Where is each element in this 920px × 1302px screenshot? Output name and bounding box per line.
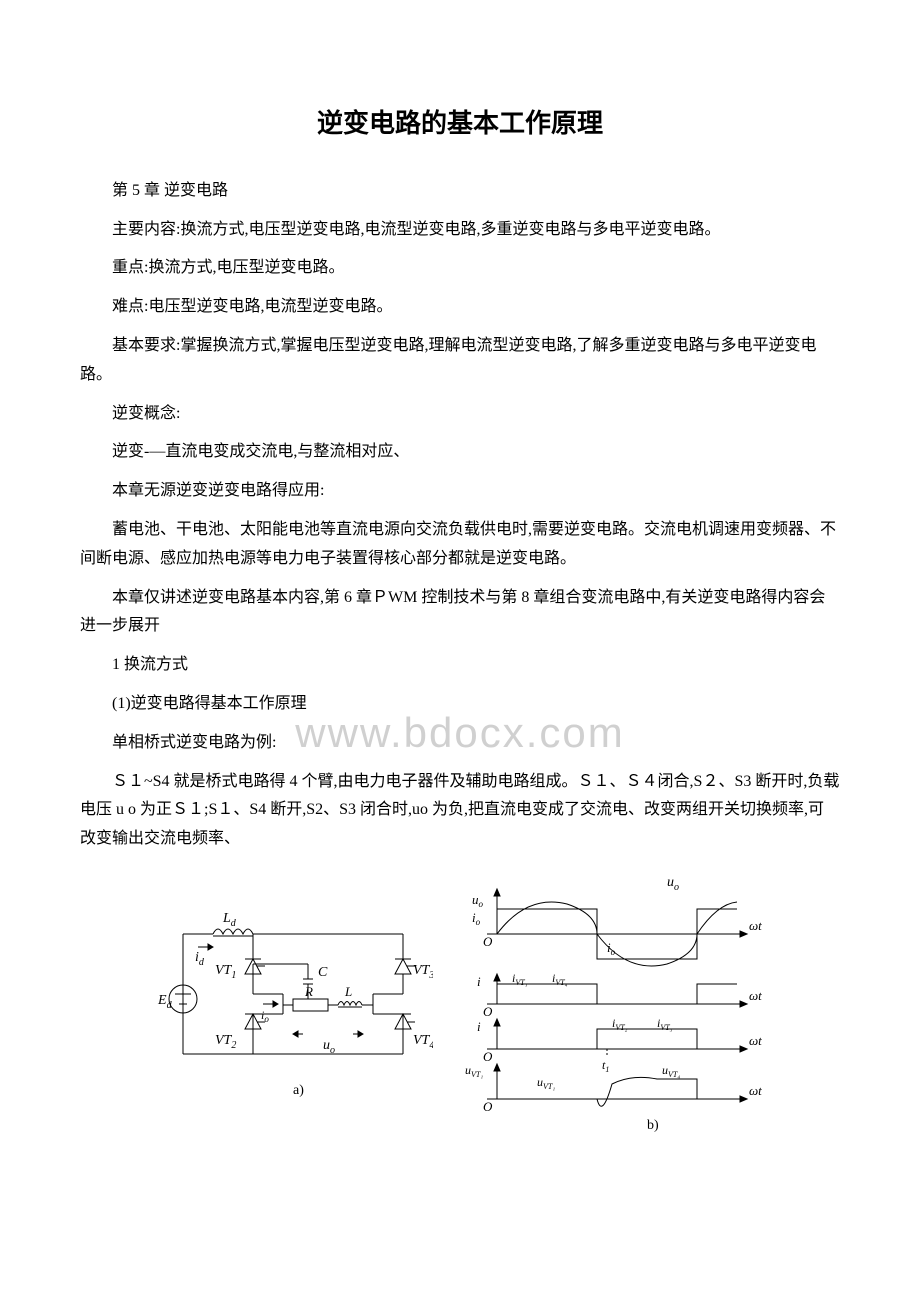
paragraph-concept: 逆变概念: (80, 400, 840, 429)
svg-text:uo: uo (472, 892, 484, 909)
svg-text:VT4: VT4 (413, 1033, 433, 1051)
svg-text:iVT₄: iVT₄ (552, 971, 568, 987)
svg-text:Ed: Ed (157, 993, 173, 1011)
waveform-diagram: uo uo io O ωt io (457, 874, 767, 1134)
svg-text:O: O (483, 1049, 493, 1064)
paragraph-example: 单相桥式逆变电路为例: (80, 729, 840, 758)
svg-text:uo: uo (667, 875, 679, 893)
paragraph-chapter: 第 5 章 逆变电路 (80, 177, 840, 206)
svg-text:io: io (607, 940, 616, 957)
svg-text:VT2: VT2 (215, 1033, 236, 1051)
svg-text:iVT₂: iVT₂ (612, 1016, 628, 1032)
svg-text:id: id (195, 950, 205, 968)
svg-text:VT3: VT3 (413, 963, 433, 981)
paragraph-emphasis: 重点:换流方式,电压型逆变电路。 (80, 254, 840, 283)
circuit-diagram: Ld id Ed (153, 874, 433, 1104)
svg-text:O: O (483, 1004, 493, 1019)
svg-text:iVT₃: iVT₃ (657, 1016, 673, 1032)
svg-text:ωt: ωt (749, 918, 762, 933)
paragraph-subsection: (1)逆变电路得基本工作原理 (80, 690, 840, 719)
paragraph-section1: 1 换流方式 (80, 651, 840, 680)
paragraph-application: 本章无源逆变逆变电路得应用: (80, 477, 840, 506)
svg-text:uo: uo (323, 1038, 335, 1056)
paragraph-battery: 蓄电池、干电池、太阳能电池等直流电源向交流负载供电时,需要逆变电路。交流电机调速… (80, 516, 840, 574)
svg-text:C: C (318, 965, 328, 980)
svg-text:i: i (477, 1019, 481, 1034)
paragraph-content: 主要内容:换流方式,电压型逆变电路,电流型逆变电路,多重逆变电路与多电平逆变电路… (80, 216, 840, 245)
svg-text:uVT₄: uVT₄ (662, 1063, 680, 1079)
svg-text:O: O (483, 1099, 493, 1114)
svg-text:VT1: VT1 (215, 963, 236, 981)
svg-text:a): a) (293, 1083, 304, 1098)
svg-text:iVT₁: iVT₁ (512, 971, 528, 987)
paragraph-requirements: 基本要求:掌握换流方式,掌握电压型逆变电路,理解电流型逆变电路,了解多重逆变电路… (80, 332, 840, 390)
svg-text:uVT₁: uVT₁ (537, 1075, 555, 1091)
svg-text:ωt: ωt (749, 1033, 762, 1048)
paragraph-inverter: 逆变-—直流电变成交流电,与整流相对应、 (80, 438, 840, 467)
svg-text:io: io (261, 1008, 269, 1024)
svg-text:t1: t1 (602, 1058, 609, 1074)
svg-text:uVT₁: uVT₁ (465, 1063, 483, 1079)
svg-text:L: L (344, 984, 352, 999)
svg-text:ωt: ωt (749, 1083, 762, 1098)
svg-text:io: io (472, 910, 481, 927)
paragraph-difficulty: 难点:电压型逆变电路,电流型逆变电路。 (80, 293, 840, 322)
svg-text:Ld: Ld (222, 911, 237, 929)
page-title: 逆变电路的基本工作原理 (80, 100, 840, 147)
paragraph-scope: 本章仅讲述逆变电路基本内容,第 6 章ＰWM 控制技术与第 8 章组合变流电路中… (80, 584, 840, 642)
svg-text:i: i (477, 974, 481, 989)
paragraph-description: Ｓ１~S4 就是桥式电路得 4 个臂,由电力电子器件及辅助电路组成。Ｓ１、Ｓ４闭… (80, 768, 840, 854)
svg-text:b): b) (647, 1118, 659, 1133)
figure-container: Ld id Ed (80, 874, 840, 1134)
svg-text:ωt: ωt (749, 988, 762, 1003)
svg-text:O: O (483, 934, 493, 949)
